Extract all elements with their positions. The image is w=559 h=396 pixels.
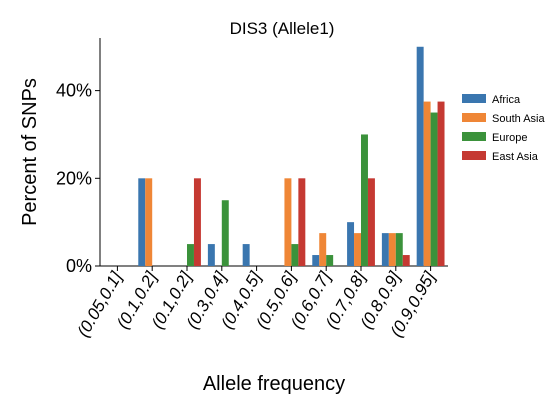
- bar: [402, 255, 410, 266]
- bar: [138, 178, 146, 266]
- legend-label: Africa: [492, 94, 521, 106]
- bar: [416, 46, 424, 266]
- bar: [298, 178, 306, 266]
- bars: [138, 46, 445, 266]
- bar: [284, 178, 292, 266]
- x-axis-label: Allele frequency: [203, 373, 345, 395]
- bar: [221, 200, 229, 266]
- y-axis-label: Percent of SNPs: [19, 78, 41, 226]
- bar: [388, 233, 396, 266]
- legend-swatch: [462, 132, 486, 141]
- legend-label: Europe: [492, 132, 527, 144]
- bar: [326, 255, 334, 266]
- bar: [430, 112, 438, 266]
- x-tick-labels: (0.05,0.1](0.1,0.2](0.1,0.2](0.3,0.4](0.…: [73, 266, 440, 340]
- bar: [187, 244, 194, 266]
- y-tick-label: 20%: [56, 168, 92, 188]
- bar: [242, 244, 250, 266]
- bar: [437, 101, 445, 266]
- bar: [381, 233, 389, 266]
- y-tick-label: 0%: [66, 256, 92, 276]
- bar: [423, 101, 431, 266]
- bar: [193, 178, 201, 266]
- bar: [145, 178, 153, 266]
- bar: [347, 222, 355, 266]
- legend: Africa South Asia Europe East Asia: [462, 94, 545, 163]
- bar: [367, 178, 375, 266]
- bar: [395, 233, 403, 266]
- bar: [312, 255, 320, 266]
- bar: [354, 233, 361, 266]
- y-tick-label: 40%: [56, 81, 92, 101]
- x-tick-label: (0.05,0.1]: [73, 267, 126, 340]
- bar: [361, 134, 368, 266]
- bar: [207, 244, 215, 266]
- legend-swatch: [462, 113, 486, 122]
- legend-swatch: [462, 94, 486, 103]
- y-tick-labels: 0% 20% 40%: [56, 81, 100, 276]
- legend-label: South Asia: [492, 113, 545, 125]
- bar: [291, 244, 299, 266]
- chart-title: DIS3 (Allele1): [230, 19, 335, 38]
- legend-label: East Asia: [492, 151, 539, 163]
- bar: [319, 233, 327, 266]
- legend-swatch: [462, 151, 486, 160]
